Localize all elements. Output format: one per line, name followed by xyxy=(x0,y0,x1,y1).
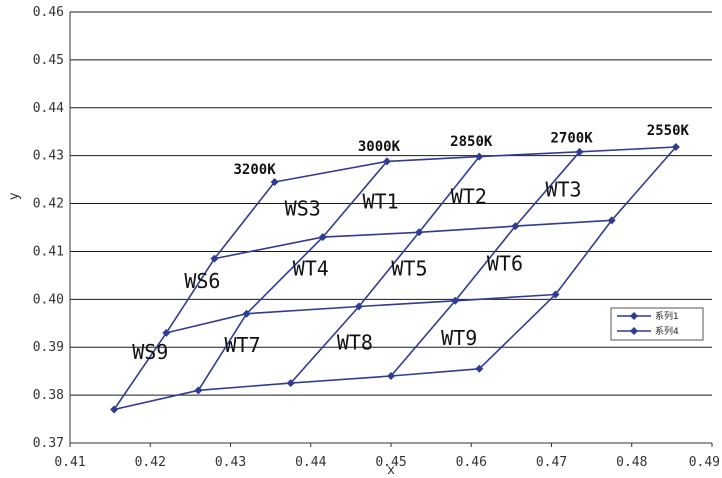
series-line-7 xyxy=(166,293,556,334)
region-label: WS3 xyxy=(285,197,321,221)
data-point xyxy=(575,147,584,156)
cct-label: 2550K xyxy=(647,123,690,139)
y-tick-label: 0.40 xyxy=(33,292,64,307)
region-labels: WS3 WT1 WT2 WT3 WS6 WT4 WT5 WT6 WS9 WT7 WT8 WT9 xyxy=(132,177,581,364)
x-tick-label: 0.45 xyxy=(375,455,406,470)
data-point xyxy=(162,328,171,337)
data-point xyxy=(387,371,395,380)
legend: 系列1 系列4 xyxy=(610,307,704,341)
series-line-6 xyxy=(113,368,480,411)
x-axis-label: x xyxy=(387,463,395,478)
data-point xyxy=(511,222,520,231)
x-tick-label: 0.48 xyxy=(616,455,647,470)
axes xyxy=(69,12,713,447)
series-markers xyxy=(110,143,680,414)
data-point xyxy=(194,386,203,395)
x-tick-label: 0.46 xyxy=(456,455,487,470)
y-tick-label: 0.45 xyxy=(33,53,64,68)
data-point xyxy=(475,152,484,161)
x-tick-labels: 0.41 0.42 0.43 0.44 0.45 0.46 0.47 0.48 0.49 xyxy=(54,455,720,470)
region-label: WT4 xyxy=(293,256,329,280)
series-line-2 xyxy=(197,160,388,391)
cct-label: 2850K xyxy=(450,134,493,150)
cct-label: 2700K xyxy=(550,130,593,146)
series-lines xyxy=(113,146,677,411)
y-axis-label: y xyxy=(7,192,22,200)
data-point xyxy=(210,254,219,263)
legend-marker-2 xyxy=(630,327,638,335)
data-point xyxy=(451,296,460,305)
data-point xyxy=(607,216,616,225)
region-label: WT1 xyxy=(363,189,399,213)
data-point xyxy=(551,290,560,299)
y-tick-labels: 0.37 0.38 0.39 0.40 0.41 0.42 0.43 0.44 0.45 0.46 xyxy=(33,5,64,451)
x-tick-label: 0.42 xyxy=(135,455,166,470)
data-point xyxy=(318,233,327,242)
x-tick-label: 0.49 xyxy=(689,455,720,470)
y-tick-label: 0.38 xyxy=(33,388,64,403)
region-label: WT6 xyxy=(487,252,523,276)
region-label: WT2 xyxy=(451,185,487,209)
series-line-4 xyxy=(390,151,581,377)
legend-label-2: 系列4 xyxy=(655,325,679,337)
y-tick-label: 0.44 xyxy=(33,101,64,116)
cct-label: 3000K xyxy=(358,139,401,155)
cct-label: 3200K xyxy=(233,162,276,178)
data-point xyxy=(671,143,680,152)
region-label: WT9 xyxy=(441,326,477,350)
data-point xyxy=(270,178,279,187)
y-tick-label: 0.46 xyxy=(33,5,64,20)
data-point xyxy=(475,364,484,373)
data-point xyxy=(354,302,363,311)
x-tick-label: 0.41 xyxy=(54,455,85,470)
data-point xyxy=(415,228,424,237)
legend-marker-1 xyxy=(630,312,638,320)
x-tick-label: 0.47 xyxy=(536,455,567,470)
y-tick-label: 0.42 xyxy=(33,197,64,212)
series-line-9 xyxy=(274,146,676,183)
y-tick-label: 0.37 xyxy=(33,436,64,451)
region-label: WT5 xyxy=(391,256,427,280)
grid-lines xyxy=(70,11,712,396)
series-line-3 xyxy=(290,156,480,384)
series-line-1 xyxy=(113,181,276,410)
region-label: WS9 xyxy=(132,340,168,364)
region-label: WT3 xyxy=(545,177,581,201)
region-label: WS6 xyxy=(184,269,220,293)
x-tick-label: 0.43 xyxy=(215,455,246,470)
data-point xyxy=(110,405,119,414)
data-point xyxy=(242,309,251,318)
y-tick-label: 0.39 xyxy=(33,340,64,355)
cct-labels: 3200K 3000K 2850K 2700K 2550K xyxy=(233,123,689,178)
legend-label-1: 系列1 xyxy=(655,310,679,322)
legend-box xyxy=(610,307,704,341)
region-label: WT8 xyxy=(337,331,373,355)
y-tick-label: 0.41 xyxy=(33,244,64,259)
data-point xyxy=(382,157,391,166)
y-tick-label: 0.43 xyxy=(33,149,64,164)
series-line-5 xyxy=(478,146,677,370)
region-label: WT7 xyxy=(224,333,260,357)
data-point xyxy=(286,379,295,388)
x-tick-label: 0.44 xyxy=(295,455,326,470)
